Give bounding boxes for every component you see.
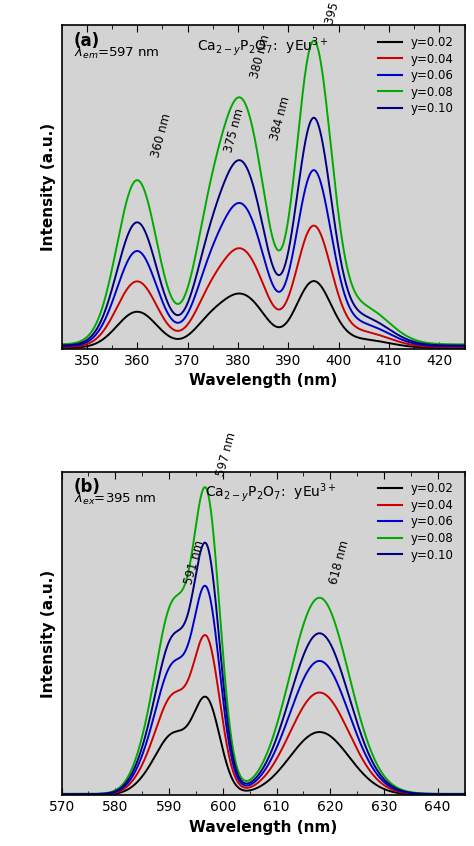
Y-axis label: Intensity (a.u.): Intensity (a.u.) — [41, 569, 56, 698]
Text: $\lambda_{ex}$=395 nm: $\lambda_{ex}$=395 nm — [74, 492, 156, 508]
Text: $\lambda_{em}$=597 nm: $\lambda_{em}$=597 nm — [74, 45, 159, 61]
Text: 380 nm: 380 nm — [248, 33, 272, 80]
Text: 395 nm: 395 nm — [323, 0, 348, 26]
Text: 618 nm: 618 nm — [328, 539, 352, 586]
Text: 597 nm: 597 nm — [215, 431, 239, 478]
Text: 375 nm: 375 nm — [223, 107, 247, 153]
Text: 384 nm: 384 nm — [268, 95, 292, 141]
X-axis label: Wavelength (nm): Wavelength (nm) — [189, 373, 337, 388]
X-axis label: Wavelength (nm): Wavelength (nm) — [189, 820, 337, 835]
Text: Ca$_{2-y}$P$_2$O$_7$:  yEu$^{3+}$: Ca$_{2-y}$P$_2$O$_7$: yEu$^{3+}$ — [197, 35, 329, 58]
Legend: y=0.02, y=0.04, y=0.06, y=0.08, y=0.10: y=0.02, y=0.04, y=0.06, y=0.08, y=0.10 — [373, 31, 459, 120]
Text: 591 nm: 591 nm — [182, 539, 207, 586]
Text: 360 nm: 360 nm — [150, 113, 174, 159]
Text: (b): (b) — [74, 478, 100, 497]
Legend: y=0.02, y=0.04, y=0.06, y=0.08, y=0.10: y=0.02, y=0.04, y=0.06, y=0.08, y=0.10 — [373, 478, 459, 566]
Y-axis label: Intensity (a.u.): Intensity (a.u.) — [41, 123, 56, 251]
Text: (a): (a) — [74, 32, 100, 50]
Text: Ca$_{2-y}$P$_2$O$_7$:  yEu$^{3+}$: Ca$_{2-y}$P$_2$O$_7$: yEu$^{3+}$ — [205, 481, 337, 504]
